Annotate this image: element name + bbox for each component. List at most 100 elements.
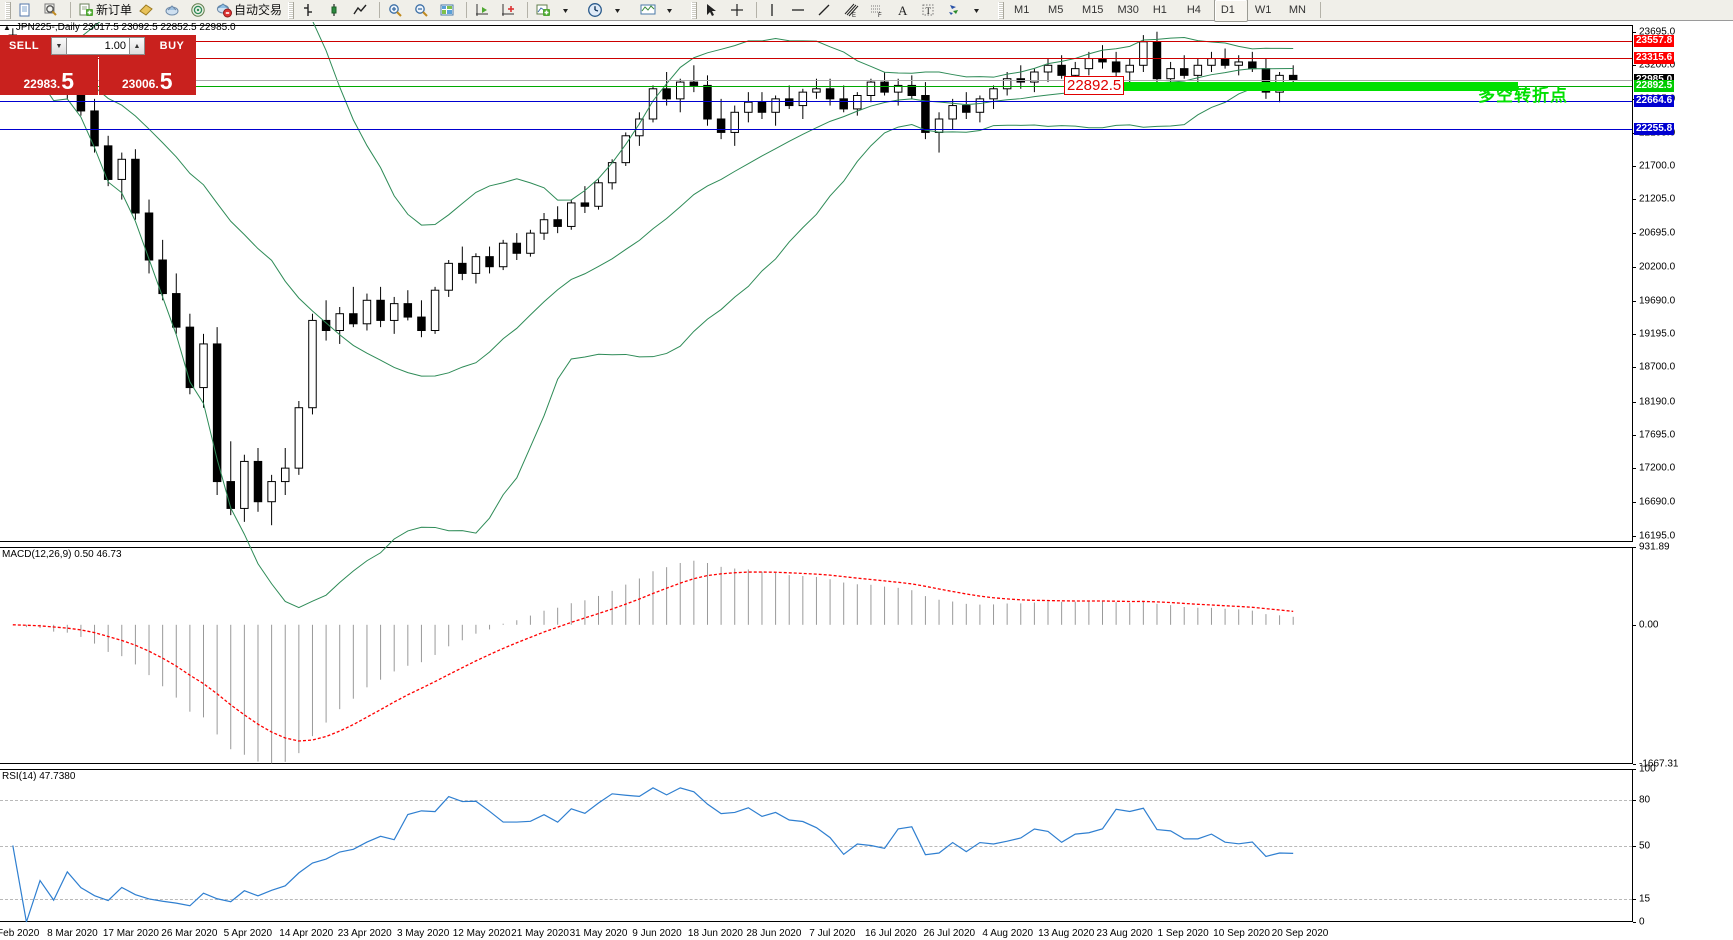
date-axis-label: 23 Aug 2020 — [1096, 928, 1153, 939]
price-axis-tick — [1633, 301, 1636, 302]
text-icon[interactable]: A — [891, 0, 917, 21]
new-order-label: 新订单 — [96, 2, 133, 17]
volume-input[interactable]: 1.00 — [67, 37, 129, 55]
price-axis-label: 19195.0 — [1639, 328, 1676, 340]
price-axis-label: 16195.0 — [1639, 530, 1676, 542]
price-axis-label: 17200.0 — [1639, 462, 1676, 474]
text-label-icon[interactable]: T — [917, 0, 943, 21]
timeframe-button-h4[interactable]: H4 — [1186, 3, 1201, 16]
collapse-arrow-icon[interactable]: ▲ — [3, 23, 11, 32]
period-dropdown-icon[interactable] — [610, 0, 636, 21]
new-chart-icon[interactable] — [14, 0, 40, 21]
horizontal-line-5[interactable] — [0, 129, 1632, 130]
buy-price[interactable]: 23006 . 5 — [98, 57, 196, 95]
svg-text:T: T — [926, 6, 932, 16]
fibonacci-icon[interactable]: F — [865, 0, 891, 21]
vertical-line-icon[interactable] — [761, 0, 787, 21]
timeframe-button-d1[interactable]: D1 — [1213, 0, 1248, 22]
trendline-icon[interactable] — [813, 0, 839, 21]
horizontal-line-4[interactable] — [0, 101, 1632, 102]
price-axis-tick — [1633, 367, 1636, 368]
auto-scroll-icon[interactable] — [497, 0, 523, 21]
rsi-title: RSI(14) 47.7380 — [2, 771, 76, 782]
horizontal-line-2[interactable] — [0, 80, 1632, 81]
crosshair-icon[interactable] — [726, 0, 752, 21]
bar-chart-icon[interactable] — [297, 0, 323, 21]
price-axis-label: 23200.0 — [1639, 59, 1676, 71]
templates-icon[interactable] — [636, 0, 662, 21]
toolbar-grip[interactable] — [5, 1, 11, 19]
volume-decrease-button[interactable]: ▼ — [51, 37, 67, 55]
horizontal-line-0[interactable] — [0, 41, 1632, 42]
date-axis-label: 7 Feb 2020 — [0, 928, 40, 939]
signals-icon[interactable] — [187, 0, 213, 21]
toolbar-grip-4[interactable] — [998, 1, 1005, 19]
arrows-dropdown-icon[interactable] — [969, 0, 995, 21]
main-toolbar: 新订单 自动交易 — [0, 0, 1733, 22]
add-indicator-icon[interactable] — [532, 0, 558, 21]
price-label-box[interactable]: 22892.5 — [1064, 75, 1125, 95]
timeframe-button-m1[interactable]: M1 — [1014, 3, 1030, 16]
date-axis-label: 9 Jun 2020 — [632, 928, 682, 939]
metaeditor-icon[interactable] — [135, 0, 161, 21]
date-axis-label: 8 Mar 2020 — [47, 928, 98, 939]
date-axis-label: 12 May 2020 — [452, 928, 511, 939]
volume-control: ▼ 1.00 ▲ — [48, 35, 148, 57]
zoom-in-icon[interactable] — [384, 0, 410, 21]
rsi-level-line — [0, 846, 1632, 847]
svg-text:E: E — [852, 13, 856, 18]
period-clock-icon[interactable] — [584, 0, 610, 21]
horizontal-line-1[interactable] — [0, 58, 1632, 59]
date-axis-label: 10 Sep 2020 — [1213, 928, 1270, 939]
navigator-icon[interactable] — [161, 0, 187, 21]
buy-button[interactable]: BUY — [148, 35, 196, 57]
macd-title: MACD(12,26,9) 0.50 46.73 — [2, 549, 122, 560]
trade-panel-prices-row: 22983 . 5 23006 . 5 — [0, 57, 196, 95]
sell-button[interactable]: SELL — [0, 35, 48, 57]
sell-price[interactable]: 22983 . 5 — [0, 57, 98, 95]
rsi-axis-label: 0 — [1639, 916, 1645, 928]
toolbar-grip-3[interactable] — [691, 1, 698, 19]
timeframe-button-h1[interactable]: H1 — [1152, 3, 1167, 16]
timeframe-button-m30[interactable]: M30 — [1117, 3, 1139, 16]
price-tag: 22664.6 — [1634, 95, 1675, 108]
pane-macd — [0, 547, 1633, 764]
horizontal-line-icon[interactable] — [787, 0, 813, 21]
data-window-icon[interactable] — [436, 0, 462, 21]
templates-dropdown-icon[interactable] — [662, 0, 688, 21]
rsi-axis-label: 15 — [1639, 893, 1651, 905]
candlestick-chart-icon[interactable] — [323, 0, 349, 21]
search-symbol-icon[interactable] — [40, 0, 66, 21]
buy-price-integer: 23006 — [121, 77, 156, 91]
date-axis-label: 16 Jul 2020 — [864, 928, 917, 939]
timeframe-button-m15[interactable]: M15 — [1082, 3, 1104, 16]
timeframe-button-mn[interactable]: MN — [1288, 3, 1306, 16]
price-axis-tick — [1633, 334, 1636, 335]
timeframe-button-m5[interactable]: M5 — [1048, 3, 1064, 16]
chart-area[interactable]: 23695.023200.022695.022195.021700.021205… — [0, 22, 1733, 940]
timeframe-button-w1[interactable]: W1 — [1254, 3, 1272, 16]
line-chart-icon[interactable] — [349, 0, 375, 21]
auto-trading-button[interactable]: 自动交易 — [213, 0, 285, 21]
sell-price-integer: 22983 — [23, 77, 57, 91]
zoom-out-icon[interactable] — [410, 0, 436, 21]
rsi-axis-tick — [1633, 769, 1636, 770]
date-axis-label: 20 Sep 2020 — [1271, 928, 1329, 939]
date-axis-label: 13 Aug 2020 — [1038, 928, 1095, 939]
turning-point-annotation[interactable]: 多空转折点 — [1478, 85, 1568, 106]
sell-price-separator: . — [56, 77, 61, 91]
toolbar-grip-2[interactable] — [288, 1, 295, 19]
price-axis-label: 20695.0 — [1639, 227, 1676, 239]
arrows-icon[interactable] — [943, 0, 969, 21]
equidistant-channel-icon[interactable]: E — [839, 0, 865, 21]
svg-text:A: A — [898, 3, 908, 18]
toolbar-divider-6 — [1319, 2, 1321, 18]
new-order-button[interactable]: 新订单 — [75, 0, 135, 21]
volume-increase-button[interactable]: ▲ — [129, 37, 145, 55]
green-zone-rectangle[interactable] — [1088, 81, 1518, 91]
cursor-icon[interactable] — [700, 0, 726, 21]
indicator-dropdown-icon[interactable] — [558, 0, 584, 21]
price-axis-label: 23695.0 — [1639, 26, 1676, 38]
toolbar-divider — [70, 2, 71, 18]
chart-shift-icon[interactable] — [471, 0, 497, 21]
